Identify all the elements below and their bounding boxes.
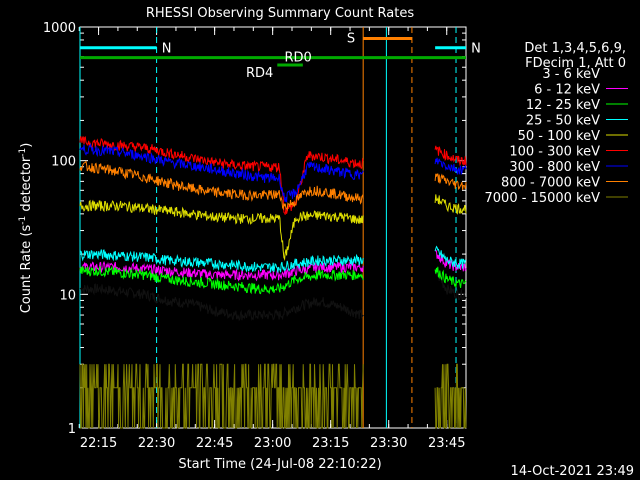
legend-label: 7000 - 15000 keV — [485, 191, 601, 206]
x-tick-label: 22:45 — [196, 436, 233, 451]
flag-label: S — [347, 32, 355, 47]
y-tick-label: 1000 — [43, 21, 76, 36]
x-tick-label: 22:30 — [138, 436, 175, 451]
legend-label: 3 - 6 keV — [542, 67, 600, 82]
series-line — [79, 199, 364, 262]
legend: Det 1,3,4,5,6,9,FDecim 1, Att 03 - 6 keV… — [485, 41, 628, 206]
y-axis-label-main: Count Rate (s — [19, 225, 34, 314]
series-line — [79, 142, 364, 203]
footer-date: 14-Oct-2021 23:49 — [511, 464, 634, 479]
legend-label: 12 - 25 keV — [526, 98, 600, 113]
y-tick-label: 10 — [59, 288, 76, 303]
x-ticks: 22:15 22:30 22:45 23:00 23:15 23:30 23:45 — [78, 27, 465, 451]
legend-header: Det 1,3,4,5,6,9, — [524, 41, 626, 56]
x-tick-label: 23:00 — [254, 436, 291, 451]
y-axis-label-close: ) — [19, 143, 34, 148]
series-line — [434, 173, 467, 190]
x-tick-label: 23:45 — [428, 436, 465, 451]
legend-label: 25 - 50 keV — [526, 114, 600, 129]
flag-label: RD0 — [285, 51, 312, 66]
series-line — [434, 194, 467, 215]
vertical-markers — [79, 27, 457, 428]
chart-title: RHESSI Observing Summary Count Rates — [146, 6, 415, 21]
series-line — [79, 363, 364, 429]
legend-label: 50 - 100 keV — [518, 129, 601, 144]
series-line — [79, 136, 364, 215]
legend-label: 6 - 12 keV — [534, 83, 600, 98]
flag-label: RD4 — [246, 66, 273, 81]
series-line — [434, 266, 467, 288]
series-line — [79, 160, 364, 212]
series-line — [434, 249, 467, 272]
series-line — [434, 245, 466, 270]
series-line — [79, 265, 364, 295]
y-axis-label-exp1: -1 — [18, 216, 28, 225]
series-line — [434, 271, 467, 301]
series-line — [434, 157, 467, 176]
series-group — [79, 136, 467, 429]
flag-label: N — [471, 42, 481, 57]
y-tick-label: 1 — [68, 422, 76, 437]
series-line — [79, 283, 364, 322]
y-tick-label: 100 — [51, 155, 76, 170]
x-axis-label: Start Time (24-Jul-08 22:10:22) — [178, 457, 381, 472]
legend-label: 300 - 800 keV — [509, 160, 600, 175]
flag-bars: N N S RD0 RD4 — [80, 32, 481, 81]
x-tick-label: 23:15 — [312, 436, 349, 451]
y-axis-label-exp2: -1 — [18, 148, 28, 157]
y-axis-label: Count Rate (s-1 detector-1) — [18, 143, 34, 314]
flag-label: N — [162, 42, 172, 57]
series-line — [79, 249, 364, 273]
x-tick-label: 23:30 — [370, 436, 407, 451]
legend-label: 100 - 300 keV — [509, 145, 600, 160]
series-line — [434, 145, 467, 167]
x-tick-label: 22:15 — [80, 436, 117, 451]
legend-header: FDecim 1, Att 0 — [525, 56, 626, 71]
series-line — [434, 363, 467, 429]
legend-label: 800 - 7000 keV — [501, 176, 600, 191]
y-axis-label-mid: detector — [19, 156, 34, 216]
